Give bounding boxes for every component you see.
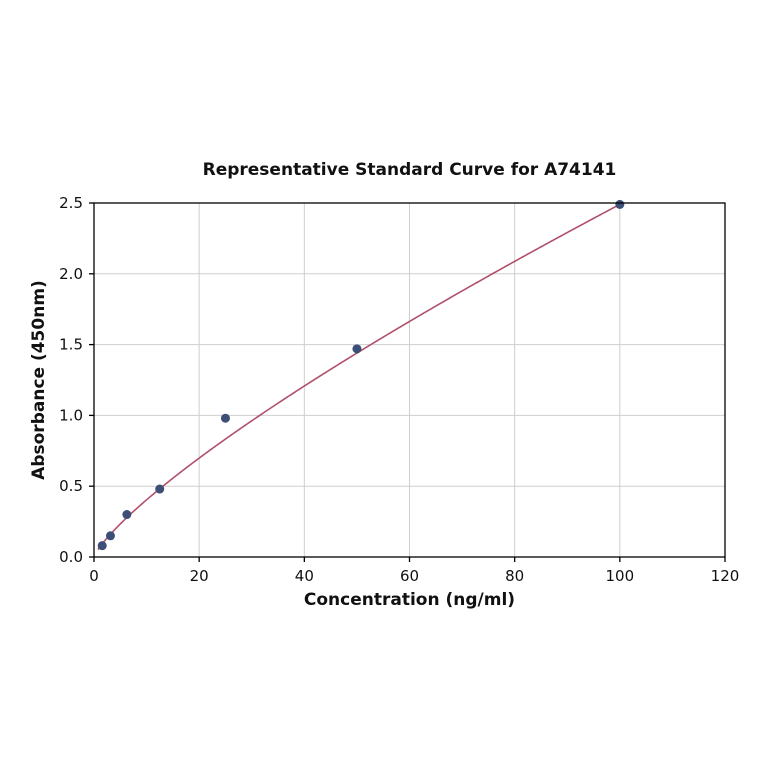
x-tick-label: 80 xyxy=(505,567,524,585)
data-point xyxy=(105,531,115,541)
data-point xyxy=(615,199,625,209)
y-tick-label: 2.0 xyxy=(59,265,83,283)
x-tick-label: 20 xyxy=(190,567,209,585)
y-tick-label: 0.5 xyxy=(59,477,83,495)
chart-title: Representative Standard Curve for A74141 xyxy=(202,160,617,180)
x-tick-label: 60 xyxy=(400,567,419,585)
y-tick-label: 2.5 xyxy=(59,194,83,212)
data-point xyxy=(155,484,165,494)
data-point xyxy=(97,541,107,551)
data-point xyxy=(220,413,230,423)
x-tick-label: 40 xyxy=(295,567,314,585)
y-axis-label: Absorbance (450nm) xyxy=(29,280,49,480)
data-point xyxy=(352,344,362,354)
y-tick-label: 1.5 xyxy=(59,336,83,354)
data-point xyxy=(122,510,132,520)
fitted-curve xyxy=(97,203,621,551)
x-tick-label: 120 xyxy=(711,567,740,585)
y-tick-label: 0.0 xyxy=(59,548,83,566)
x-axis-label: Concentration (ng/ml) xyxy=(303,590,516,610)
x-tick-label: 100 xyxy=(606,567,635,585)
x-tick-label: 0 xyxy=(89,567,99,585)
y-tick-label: 1.0 xyxy=(59,406,83,424)
